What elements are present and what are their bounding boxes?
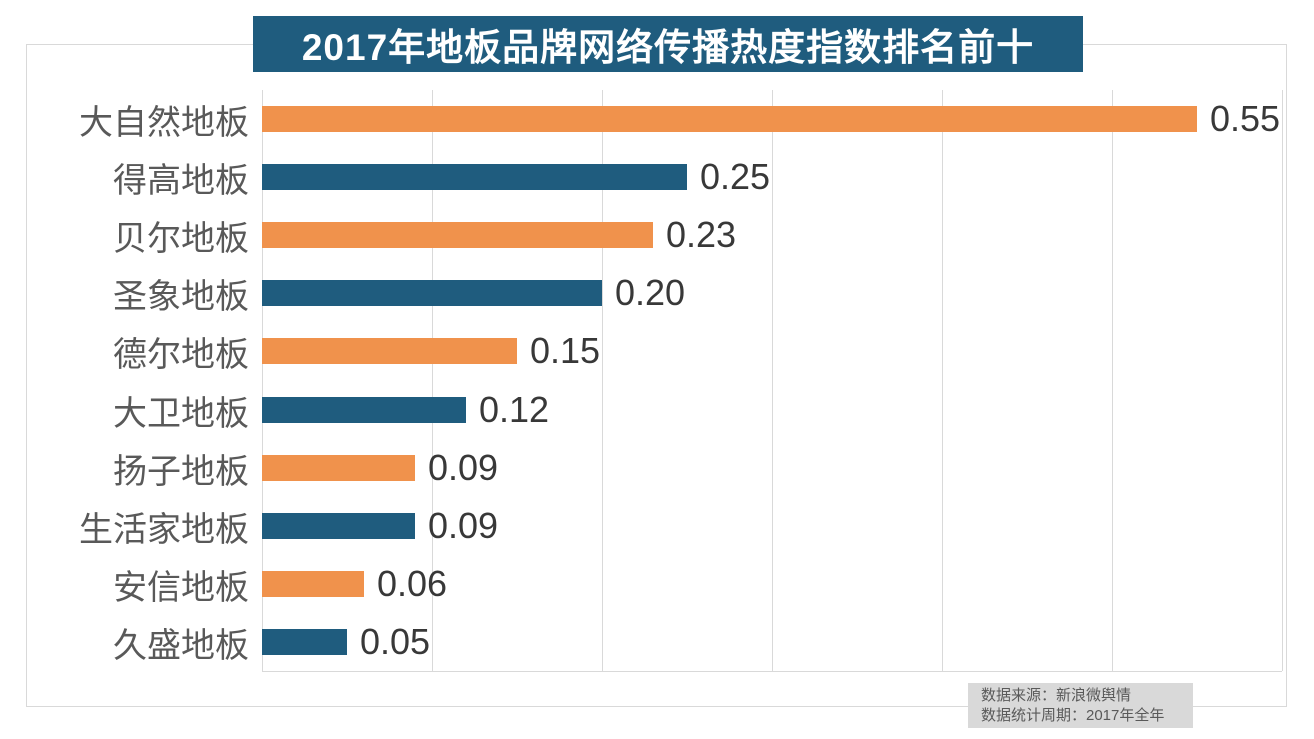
bar-value-label: 0.06 xyxy=(377,562,448,604)
category-label: 得高地板 xyxy=(113,161,249,200)
bar-value-label: 0.09 xyxy=(428,446,499,488)
bar-row: 0.05 xyxy=(262,613,1282,671)
category-label: 贝尔地板 xyxy=(113,220,249,258)
category-label: 扬子地板 xyxy=(113,452,249,491)
bar xyxy=(262,338,517,365)
category-label: 安信地板 xyxy=(113,569,249,608)
bar-value-label: 0.05 xyxy=(360,620,431,662)
bar-row: 0.09 xyxy=(262,439,1282,497)
bar xyxy=(262,280,602,307)
bar xyxy=(262,106,1197,133)
bar-value-label: 0.25 xyxy=(700,156,771,198)
category-axis: 大自然地板得高地板贝尔地板圣象地板德尔地板大卫地板扬子地板生活家地板安信地板久盛… xyxy=(26,90,249,672)
bar-row: 0.25 xyxy=(262,148,1282,206)
bar xyxy=(262,512,415,539)
category-label: 大自然地板 xyxy=(79,103,249,142)
gridline xyxy=(262,90,263,671)
bar-value-label: 0.23 xyxy=(666,214,737,256)
bar-row: 0.12 xyxy=(262,380,1282,438)
gridline xyxy=(602,90,603,671)
bar-value-label: 0.09 xyxy=(428,504,499,546)
gridline xyxy=(772,90,773,671)
bar-row: 0.06 xyxy=(262,555,1282,613)
chart-title: 2017年地板品牌网络传播热度指数排名前十 xyxy=(301,27,1035,68)
bar-series: 0.55 0.25 0.23 0.20 0.15 0.12 0.09 0.09 0.06 0.05 xyxy=(262,90,1282,671)
data-period-line: 数据统计周期：2017年全年 xyxy=(981,707,1165,724)
data-source-line: 数据来源：新浪微舆情 xyxy=(981,687,1132,704)
bar xyxy=(262,396,466,423)
gridline xyxy=(1112,90,1113,671)
bar-value-label: 0.55 xyxy=(1210,98,1281,140)
bar-value-label: 0.12 xyxy=(479,388,550,430)
bar-row: 0.23 xyxy=(262,206,1282,264)
category-label: 久盛地板 xyxy=(113,627,249,666)
bar xyxy=(262,164,687,191)
bar-row: 0.15 xyxy=(262,322,1282,380)
category-label: 德尔地板 xyxy=(113,336,249,375)
bar-row: 0.20 xyxy=(262,264,1282,322)
category-label: 圣象地板 xyxy=(113,278,249,317)
category-label: 大卫地板 xyxy=(113,394,249,433)
bar-value-label: 0.20 xyxy=(615,272,686,314)
bar xyxy=(262,628,347,655)
plot-area: 0.55 0.25 0.23 0.20 0.15 0.12 0.09 0.09 0.06 0.05 xyxy=(262,90,1283,672)
bar-row: 0.09 xyxy=(262,497,1282,555)
data-source-note: 数据来源：新浪微舆情 数据统计周期：2017年全年 xyxy=(968,683,1193,728)
gridline xyxy=(1282,90,1283,671)
gridline xyxy=(432,90,433,671)
bar xyxy=(262,454,415,481)
bar-value-label: 0.15 xyxy=(530,330,601,372)
category-label: 生活家地板 xyxy=(79,511,249,550)
bar xyxy=(262,570,364,597)
gridline xyxy=(942,90,943,671)
bar xyxy=(262,222,653,249)
bar-row: 0.55 xyxy=(262,90,1282,148)
chart-title-banner: 2017年地板品牌网络传播热度指数排名前十 xyxy=(253,16,1083,72)
